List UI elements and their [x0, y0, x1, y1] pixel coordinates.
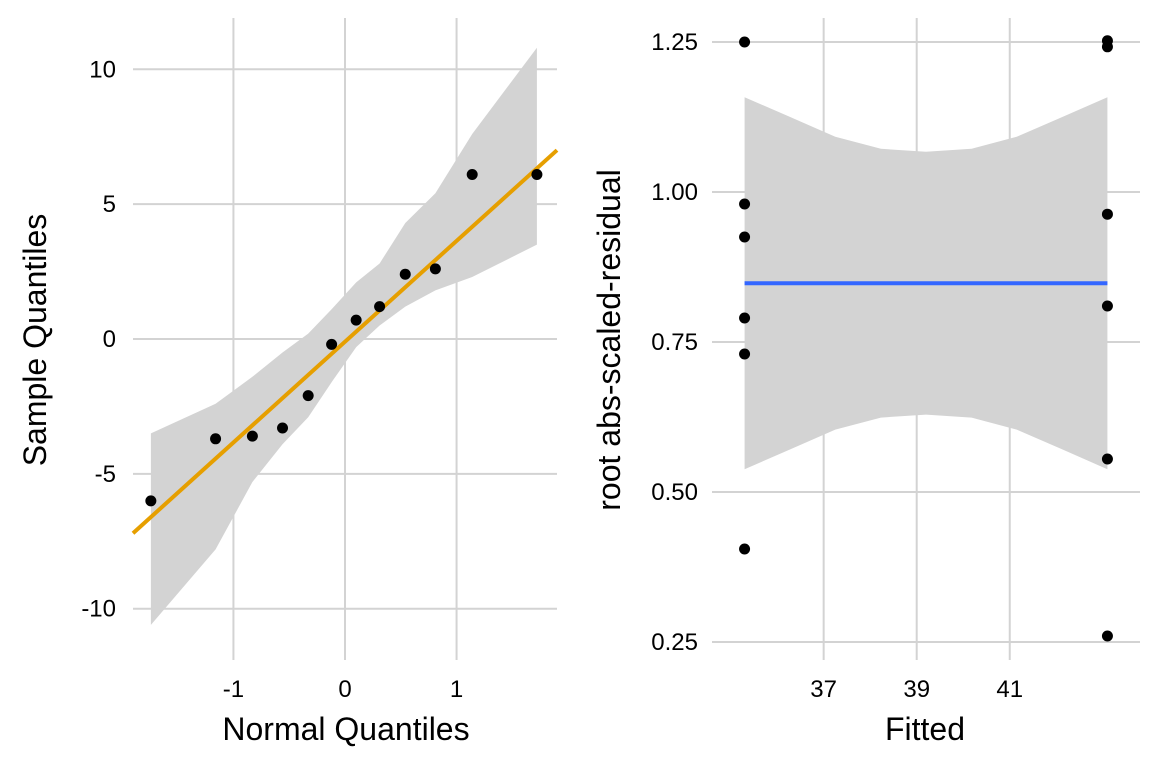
- qq-point-8: [399, 268, 411, 280]
- qq-y-tick-label: 5: [103, 191, 116, 218]
- sl-x-tick-label: 39: [903, 676, 930, 703]
- sl-point-1: [739, 198, 751, 210]
- sl-y-axis-title: root abs-scaled-residual: [591, 169, 627, 511]
- sl-points-layer: [739, 35, 1113, 642]
- qq-point-3: [277, 422, 289, 434]
- sl-point-2: [739, 231, 751, 243]
- sl-y-tick-label: 0.25: [651, 629, 698, 656]
- qq-point-4: [302, 390, 314, 402]
- sl-point-7: [1101, 41, 1113, 53]
- qq-point-0: [145, 495, 157, 507]
- qq-x-axis-title: Normal Quantiles: [222, 711, 469, 747]
- sl-point-8: [1101, 208, 1113, 220]
- sl-point-9: [1101, 300, 1113, 312]
- sl-x-axis-title: Fitted: [885, 711, 965, 747]
- qq-confidence-band-layer: [150, 47, 537, 625]
- qq-point-2: [246, 430, 258, 442]
- sl-x-tick-labels: 37 39 41: [810, 676, 1023, 703]
- qq-reference-line-layer: [131, 148, 559, 535]
- qq-point-11: [531, 168, 543, 180]
- qq-x-tick-labels: -1 0 1: [223, 676, 464, 703]
- qq-point-10: [466, 168, 478, 180]
- sl-x-tick-label: 37: [810, 676, 837, 703]
- qq-x-tick-label: 0: [338, 676, 351, 703]
- qq-point-6: [350, 314, 362, 326]
- qq-y-tick-label: 0: [103, 326, 116, 353]
- sl-y-tick-label: 1.00: [651, 179, 698, 206]
- sl-point-4: [739, 348, 751, 360]
- sl-y-tick-labels: 0.25 0.50 0.75 1.00 1.25: [651, 29, 698, 656]
- sl-y-tick-label: 1.25: [651, 29, 698, 56]
- qq-point-7: [374, 301, 386, 313]
- qq-points-layer: [145, 168, 543, 507]
- sl-point-11: [1101, 630, 1113, 642]
- qq-y-tick-label: -10: [81, 596, 116, 623]
- scale-location-panel: 37 39 41 0.25 0.50 0.75 1.00 1.25 Fitted root …: [591, 18, 1140, 747]
- sl-point-5: [739, 543, 751, 555]
- qq-point-5: [326, 338, 338, 350]
- sl-point-10: [1101, 453, 1113, 465]
- qq-reference-line: [131, 148, 559, 535]
- qq-point-9: [429, 263, 441, 275]
- qq-y-tick-labels: -10 -5 0 5 10: [81, 56, 116, 622]
- sl-point-3: [739, 312, 751, 324]
- qq-y-axis-title: Sample Quantiles: [17, 214, 53, 467]
- qq-confidence-band: [150, 47, 537, 625]
- sl-x-tick-label: 41: [996, 676, 1023, 703]
- qq-point-1: [210, 433, 222, 445]
- qq-y-tick-label: -5: [95, 461, 116, 488]
- sl-point-0: [739, 36, 751, 48]
- qq-x-tick-label: -1: [223, 676, 244, 703]
- sl-y-tick-label: 0.50: [651, 479, 698, 506]
- qq-y-tick-label: 10: [89, 56, 116, 83]
- qq-x-tick-label: 1: [450, 676, 463, 703]
- sl-y-tick-label: 0.75: [651, 329, 698, 356]
